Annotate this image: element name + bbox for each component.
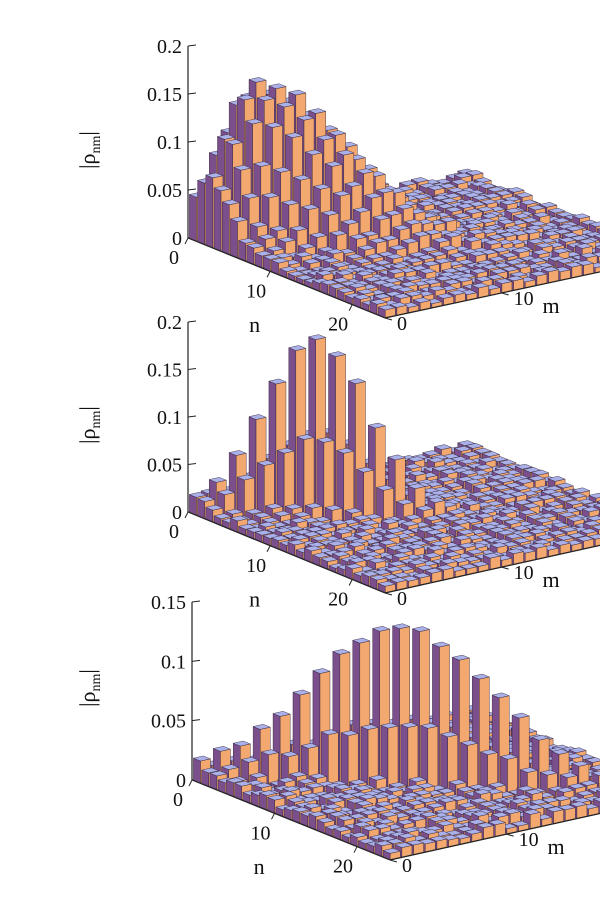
z-tick-label: 0 <box>172 502 182 524</box>
z-tick-label: 0.05 <box>147 180 182 202</box>
n-axis-label: n <box>254 854 265 879</box>
z-tick-label: 0.2 <box>157 36 182 58</box>
m-axis-label: m <box>542 567 559 592</box>
n-tick-mark <box>266 545 271 552</box>
z-tick-mark <box>187 368 197 370</box>
z-axis-label: |ρnm| <box>75 669 104 707</box>
z-tick-mark <box>187 463 197 465</box>
m-tick-mark <box>506 833 514 837</box>
z-tick-mark <box>191 719 201 722</box>
chart-panel-1: 00.050.10.150.2|ρnm|01020n01020m <box>75 36 600 337</box>
n-tick-label: 10 <box>246 280 266 302</box>
m-tick-label: 0 <box>397 313 407 335</box>
chart-panel-3: 00.050.10.15|ρnm|01020n01020m <box>75 592 600 879</box>
z-tick-label: 0.2 <box>157 312 182 334</box>
z-tick-mark <box>187 44 197 47</box>
m-tick-label: 10 <box>514 562 534 584</box>
m-tick-mark <box>384 317 393 321</box>
n-tick-mark <box>348 579 353 586</box>
z-tick-mark <box>187 320 197 323</box>
n-tick-mark <box>271 813 275 820</box>
m-tick-mark <box>389 859 398 863</box>
z-tick-mark <box>187 140 197 143</box>
m-tick-label: 10 <box>514 288 534 310</box>
z-tick-label: 0.05 <box>147 455 182 477</box>
z-tick-label: 0 <box>172 228 182 250</box>
bar <box>377 304 396 318</box>
m-axis-label: m <box>547 834 564 859</box>
m-tick-mark <box>501 292 509 296</box>
n-tick-label: 20 <box>328 314 348 336</box>
chart-panel-2: 0 0.05 0.1 0.15 0.2 |ρnm| 0 10 20 n 0 10 20 m <box>75 312 600 611</box>
n-tick-mark <box>184 237 189 245</box>
z-tick-label: 0.15 <box>151 592 186 614</box>
n-tick-label: 0 <box>169 247 179 269</box>
z-tick-label: 0.1 <box>161 651 186 673</box>
n-tick-mark <box>188 779 193 787</box>
m-tick-mark <box>501 566 509 570</box>
z-axis-label: |ρnm| <box>75 406 104 444</box>
m-tick-label: 10 <box>519 829 539 851</box>
n-tick-mark <box>353 846 358 853</box>
n-tick-label: 20 <box>328 589 348 611</box>
n-tick-label: 0 <box>173 789 183 811</box>
n-tick-label: 10 <box>251 822 271 844</box>
z-tick-label: 0.1 <box>157 132 182 154</box>
m-axis-line <box>384 271 600 319</box>
m-tick-label: 0 <box>402 855 412 877</box>
m-tick-label: 0 <box>397 588 407 610</box>
z-tick-label: 0.15 <box>147 84 182 106</box>
n-axis-label: n <box>249 312 260 337</box>
m-tick-mark <box>384 592 393 596</box>
z-tick-label: 0.1 <box>157 407 182 429</box>
z-tick-label: 0.15 <box>147 360 182 382</box>
n-tick-mark <box>266 271 271 278</box>
z-tick-label: 0.05 <box>151 711 186 733</box>
n-axis-label: n <box>249 586 260 611</box>
n-tick-mark <box>184 511 189 519</box>
m-axis-label: m <box>542 293 559 318</box>
z-tick-mark <box>187 415 197 418</box>
n-tick-label: 10 <box>246 555 266 577</box>
z-tick-mark <box>187 92 197 95</box>
z-axis-label: |ρnm| <box>75 131 104 169</box>
z-tick-mark <box>187 188 197 191</box>
n-tick-mark <box>348 304 353 311</box>
n-tick-label: 0 <box>169 521 179 543</box>
n-tick-label: 20 <box>333 856 353 878</box>
z-tick-mark <box>191 659 201 662</box>
